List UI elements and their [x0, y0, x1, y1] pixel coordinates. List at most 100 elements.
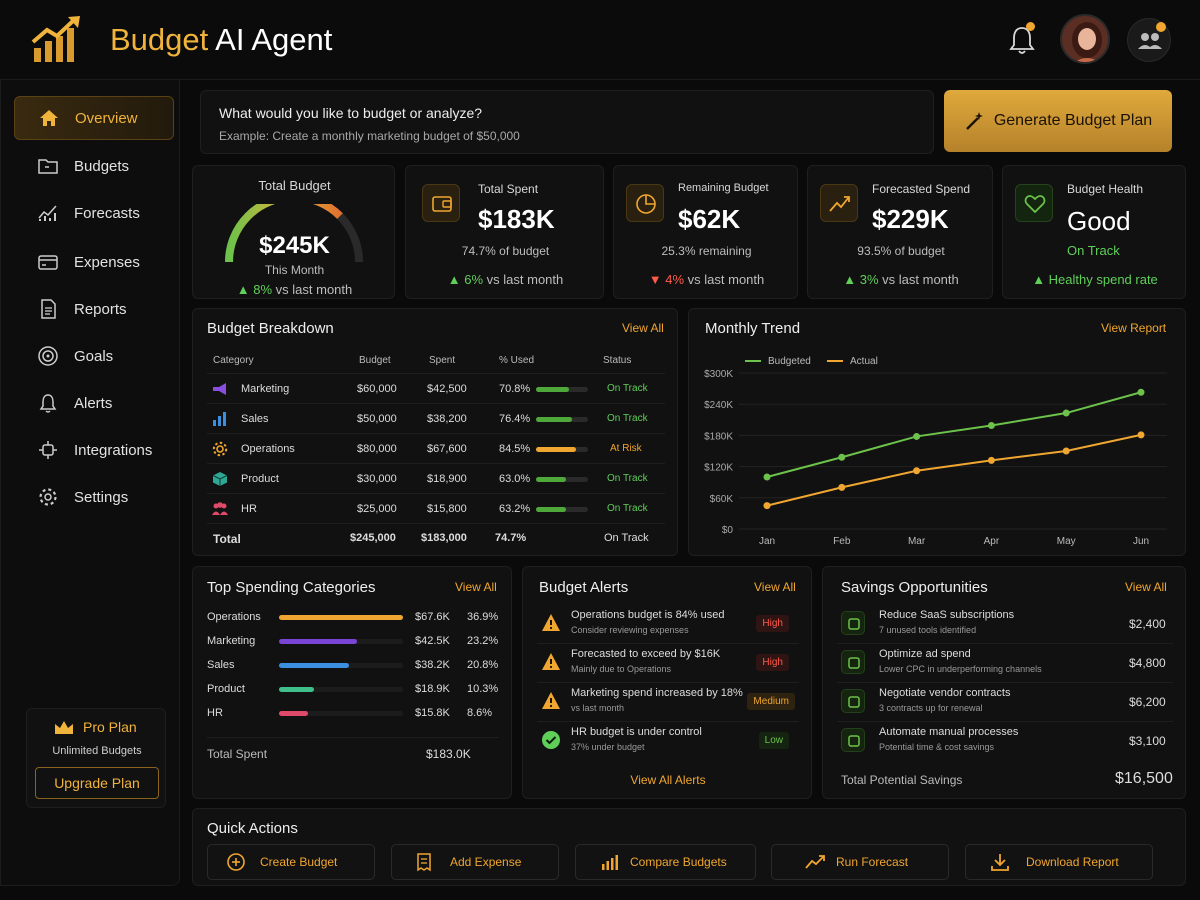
download-report-button[interactable]: Download Report	[965, 844, 1153, 880]
x-tick-label: Jun	[1133, 536, 1149, 547]
total-budget-delta: ▲ 8% vs last month	[236, 282, 353, 297]
col-header-pct-used: % Used	[499, 355, 535, 366]
alert-level-badge: High	[756, 654, 789, 671]
usage-bar	[536, 477, 588, 482]
add-expense-button[interactable]: Add Expense	[391, 844, 559, 880]
table-cell-category: Product	[241, 473, 279, 485]
spending-bar	[279, 639, 403, 644]
sidebar-item-goals[interactable]: Goals	[14, 334, 174, 378]
data-point	[763, 473, 771, 481]
col-header-budget: Budget	[359, 355, 391, 366]
data-point	[1062, 447, 1070, 455]
savings-view-all-link[interactable]: View All	[1125, 580, 1167, 594]
spending-bar	[279, 615, 403, 620]
total-savings-value: $16,500	[1115, 770, 1173, 787]
sidebar-item-budgets[interactable]: Budgets	[14, 144, 174, 188]
data-point	[987, 422, 995, 430]
generate-budget-plan-button[interactable]: Generate Budget Plan	[944, 90, 1172, 152]
upgrade-plan-button[interactable]: Upgrade Plan	[35, 767, 159, 799]
gear-icon	[36, 485, 60, 509]
saving-value: $2,400	[1129, 617, 1166, 631]
legend-label: Actual	[850, 356, 878, 367]
notification-dot	[1026, 22, 1035, 31]
check-circle-icon	[542, 731, 560, 749]
create-budget-button[interactable]: Create Budget	[207, 844, 375, 880]
cog-icon	[212, 441, 228, 457]
user-avatar[interactable]	[1060, 14, 1110, 64]
total-row-pct: 74.7%	[495, 532, 527, 544]
alert-level-badge: Medium	[747, 693, 795, 710]
forecast-icon	[36, 201, 60, 225]
prompt-example: Example: Create a monthly marketing budg…	[219, 129, 520, 143]
receipt-icon	[417, 853, 431, 872]
total-row-spent: $183,000	[421, 532, 467, 544]
view-report-link[interactable]: View Report	[1101, 321, 1167, 335]
table-cell-spent: $38,200	[427, 413, 467, 425]
data-point	[987, 456, 995, 464]
sidebar-item-overview[interactable]: Overview	[14, 96, 174, 140]
run-forecast-button[interactable]: Run Forecast	[771, 844, 949, 880]
compare-budgets-button[interactable]: Compare Budgets	[575, 844, 756, 880]
table-cell-budget: $25,000	[357, 503, 397, 515]
table-cell-status: On Track	[607, 473, 648, 484]
usage-bar	[536, 447, 588, 452]
category-name: Operations	[207, 611, 261, 623]
sidebar-item-expenses[interactable]: Expenses	[14, 240, 174, 284]
remaining-budget-delta: ▼ 4% vs last month	[648, 272, 765, 287]
forecasted-spend-sub: 93.5% of budget	[857, 244, 945, 258]
table-cell-status: On Track	[607, 413, 648, 424]
saving-subtitle: Lower CPC in underperforming channels	[879, 664, 1042, 674]
sidebar-item-alerts[interactable]: Alerts	[14, 381, 174, 425]
data-point	[1062, 409, 1070, 417]
top-spending-card: Top Spending Categories View All Operati…	[192, 566, 512, 799]
bar-chart-icon	[213, 412, 226, 426]
prompt-input[interactable]: What would you like to budget or analyze…	[200, 90, 934, 154]
category-name: Marketing	[207, 635, 256, 647]
category-amount: $42.5K	[415, 635, 450, 647]
table-cell-category: Sales	[241, 413, 269, 425]
table-cell-pct: 84.5%	[499, 443, 531, 455]
sidebar-item-settings[interactable]: Settings	[14, 475, 174, 519]
budget-health-title: Budget Health	[1067, 182, 1144, 196]
alert-title: Forecasted to exceed by $16K	[571, 648, 721, 660]
category-amount: $18.9K	[415, 683, 450, 695]
data-point	[913, 432, 921, 440]
total-budget-title: Total Budget	[258, 178, 331, 193]
alerts-view-all-link[interactable]: View All	[754, 580, 796, 594]
sidebar-item-reports[interactable]: Reports	[14, 287, 174, 331]
total-budget-card: Total Budget $245K This Month ▲ 8% vs la…	[192, 165, 395, 299]
total-budget-period: This Month	[264, 263, 325, 277]
table-cell-category: Marketing	[241, 383, 290, 395]
data-point	[1137, 431, 1145, 439]
x-tick-label: Apr	[984, 536, 1000, 547]
view-all-alerts-link[interactable]: View All Alerts	[630, 773, 706, 787]
top-spending-view-all-link[interactable]: View All	[455, 580, 497, 594]
budget-health-value: Good	[1067, 206, 1131, 236]
quick-actions-title: Quick Actions	[207, 820, 298, 837]
contract-icon	[841, 689, 865, 713]
forecasted-spend-delta: ▲ 3% vs last month	[843, 272, 959, 287]
magic-wand-icon	[965, 112, 983, 130]
bell-icon	[36, 391, 60, 415]
data-point	[763, 502, 771, 510]
y-tick-label: $0	[722, 525, 734, 536]
cloud-icon	[841, 611, 865, 635]
top-bar: Budget AI Agent	[0, 0, 1200, 80]
saving-subtitle: 7 unused tools identified	[879, 625, 977, 635]
breakdown-view-all-link[interactable]: View All	[622, 321, 664, 335]
y-tick-label: $300K	[704, 369, 733, 380]
plus-circle-icon	[227, 853, 245, 871]
alert-subtitle: vs last month	[571, 703, 625, 713]
alert-level-badge: High	[756, 615, 789, 632]
category-name: Product	[207, 683, 245, 695]
total-budget-value: $245K	[259, 232, 330, 259]
data-point	[838, 483, 846, 491]
category-amount: $67.6K	[415, 611, 450, 623]
prompt-question: What would you like to budget or analyze…	[219, 105, 483, 121]
sidebar-item-forecasts[interactable]: Forecasts	[14, 191, 174, 235]
saving-value: $3,100	[1129, 734, 1166, 748]
category-name: HR	[207, 707, 223, 719]
alert-subtitle: Mainly due to Operations	[571, 664, 672, 674]
sidebar-item-integrations[interactable]: Integrations	[14, 428, 174, 472]
warning-icon	[542, 692, 560, 709]
